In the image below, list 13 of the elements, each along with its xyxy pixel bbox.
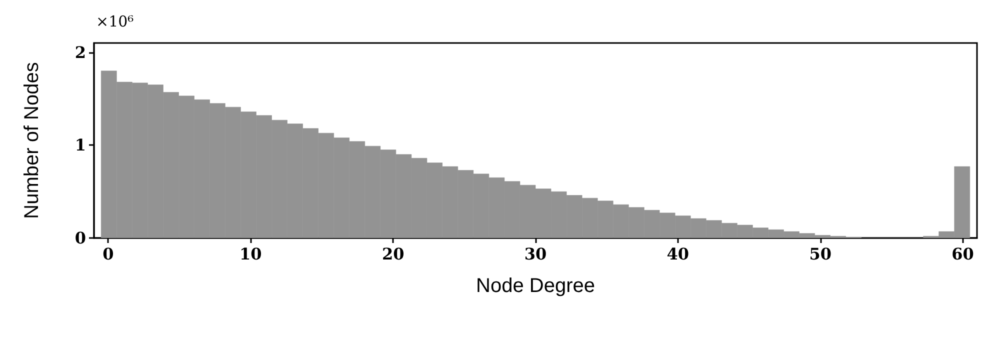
x-tick-label: 50 [809,244,832,264]
y-tick-label: 0 [74,228,86,248]
y-tick-label: 1 [74,136,86,155]
x-tick-label: 10 [240,244,262,264]
x-tick-label: 30 [524,244,547,264]
x-tick-label: 40 [666,244,690,264]
x-tick-label: 0 [102,244,114,264]
x-tick-label: 60 [952,244,974,264]
text: ×10⁶ [96,12,134,30]
x-tick-label: 20 [382,244,404,264]
y-tick-label: 2 [74,42,86,62]
x-axis-title: Node Degree [476,275,595,297]
y-axis-title: Number of Nodes [21,62,43,219]
